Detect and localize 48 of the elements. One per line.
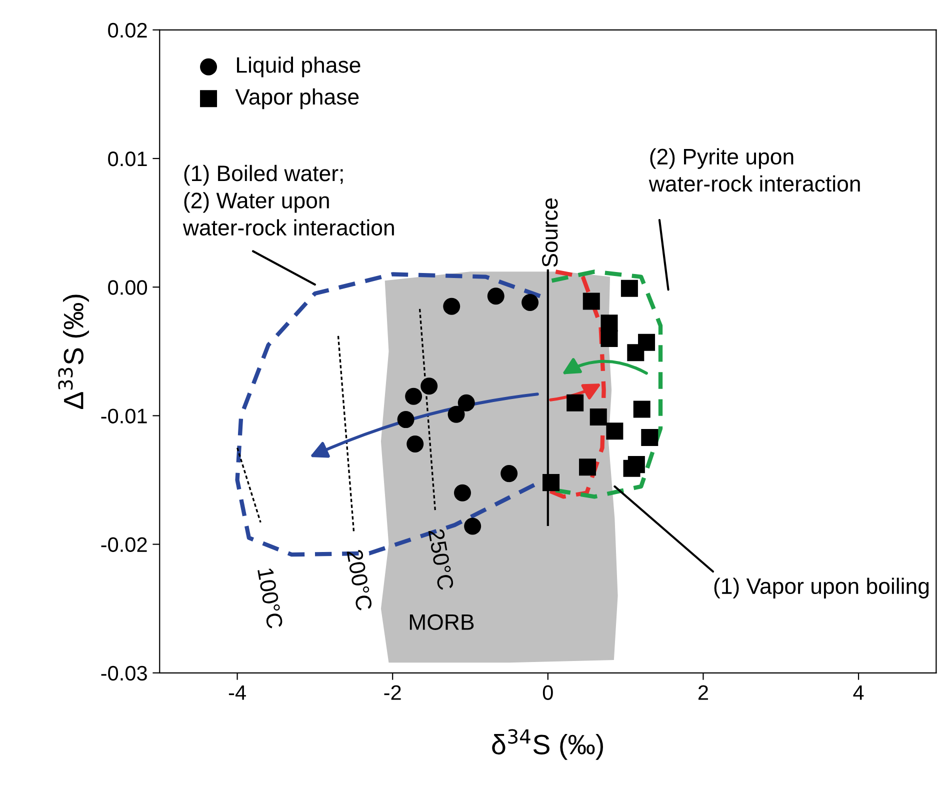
- y-tick-label: -0.02: [101, 537, 147, 552]
- annotation: (1) Boiled water; (2) Water upon water-rock interaction: [182, 164, 394, 236]
- point: [600, 330, 618, 348]
- point: [448, 406, 465, 423]
- point: [522, 294, 539, 312]
- x-tick-label: 0: [542, 685, 553, 700]
- point: [420, 378, 438, 395]
- y-tick-label: -0.01: [101, 408, 147, 424]
- point: [623, 460, 640, 477]
- x-axis-title: δ$^{34}$S (‰): [492, 729, 603, 760]
- y-tick-label: -0.03: [101, 666, 147, 681]
- point: [641, 429, 658, 446]
- annotation: MORB: [410, 614, 474, 630]
- point: [405, 388, 422, 405]
- legend-label: Liquid phase: [237, 56, 360, 78]
- annotation: 100°C: [257, 568, 284, 630]
- point: [443, 298, 460, 315]
- point: [406, 435, 424, 452]
- y-axis-title: Δ$^{33}$S (‰): [58, 294, 89, 410]
- legend-label: Vapor phase: [235, 88, 359, 110]
- y-tick-label: 0.01: [108, 152, 147, 166]
- point: [464, 518, 482, 535]
- point: [582, 292, 600, 310]
- annotation: 200°C: [346, 549, 373, 612]
- y-tick-label: 0.02: [108, 22, 147, 38]
- point: [590, 408, 607, 426]
- y-tick-label: 0.00: [108, 280, 148, 295]
- point: [542, 474, 560, 492]
- point: [620, 280, 638, 297]
- x-tick-label: 2: [698, 685, 708, 700]
- point: [633, 400, 650, 418]
- point: [454, 484, 471, 502]
- point: [579, 458, 596, 476]
- point: [600, 314, 618, 332]
- point: [458, 394, 475, 412]
- x-tick-label: -4: [228, 685, 246, 700]
- annotation: (1) Vapor upon boiling: [714, 578, 929, 598]
- x-tick-label: 4: [853, 685, 864, 700]
- x-tick-label: -2: [384, 685, 401, 700]
- point: [500, 465, 518, 482]
- annotation: 250°C: [428, 528, 454, 590]
- ref-line-label: Source: [542, 198, 558, 267]
- point: [487, 288, 504, 305]
- point: [566, 394, 584, 412]
- point: [606, 422, 624, 440]
- annotation: (2) Pyrite upon water-rock interaction: [648, 148, 860, 192]
- point: [627, 344, 644, 362]
- point: [397, 411, 414, 428]
